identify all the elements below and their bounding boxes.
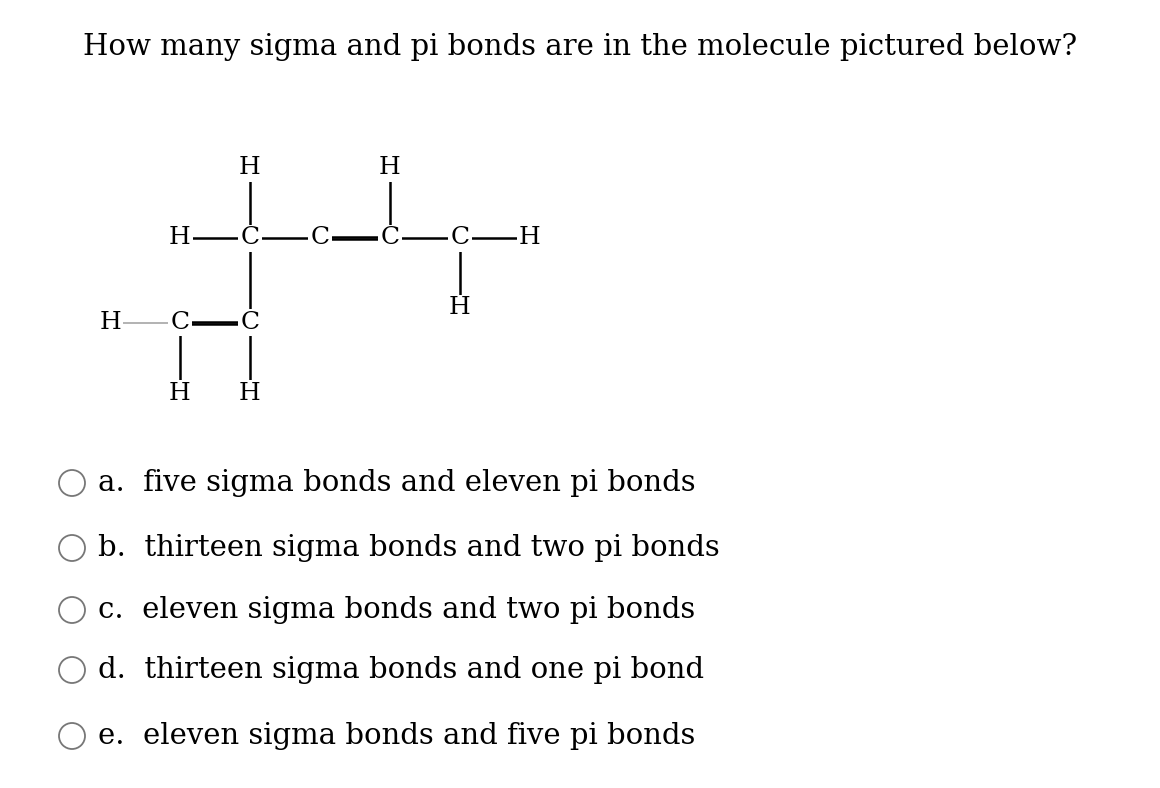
Text: H: H <box>520 226 541 250</box>
Text: H: H <box>239 157 261 180</box>
Text: H: H <box>169 381 191 404</box>
Text: C: C <box>240 226 260 250</box>
Text: C: C <box>240 311 260 334</box>
Text: e.  eleven sigma bonds and five pi bonds: e. eleven sigma bonds and five pi bonds <box>97 722 695 750</box>
Text: c.  eleven sigma bonds and two pi bonds: c. eleven sigma bonds and two pi bonds <box>97 596 695 624</box>
Text: C: C <box>380 226 399 250</box>
Text: a.  five sigma bonds and eleven pi bonds: a. five sigma bonds and eleven pi bonds <box>97 469 696 497</box>
Text: C: C <box>311 226 329 250</box>
Text: H: H <box>239 381 261 404</box>
Text: H: H <box>379 157 401 180</box>
Text: H: H <box>99 311 121 334</box>
Text: H: H <box>169 226 191 250</box>
Text: C: C <box>450 226 470 250</box>
Text: b.  thirteen sigma bonds and two pi bonds: b. thirteen sigma bonds and two pi bonds <box>97 534 719 562</box>
Text: d.  thirteen sigma bonds and one pi bond: d. thirteen sigma bonds and one pi bond <box>97 656 704 684</box>
Text: H: H <box>449 296 471 319</box>
Text: C: C <box>171 311 189 334</box>
Text: How many sigma and pi bonds are in the molecule pictured below?: How many sigma and pi bonds are in the m… <box>82 33 1078 61</box>
